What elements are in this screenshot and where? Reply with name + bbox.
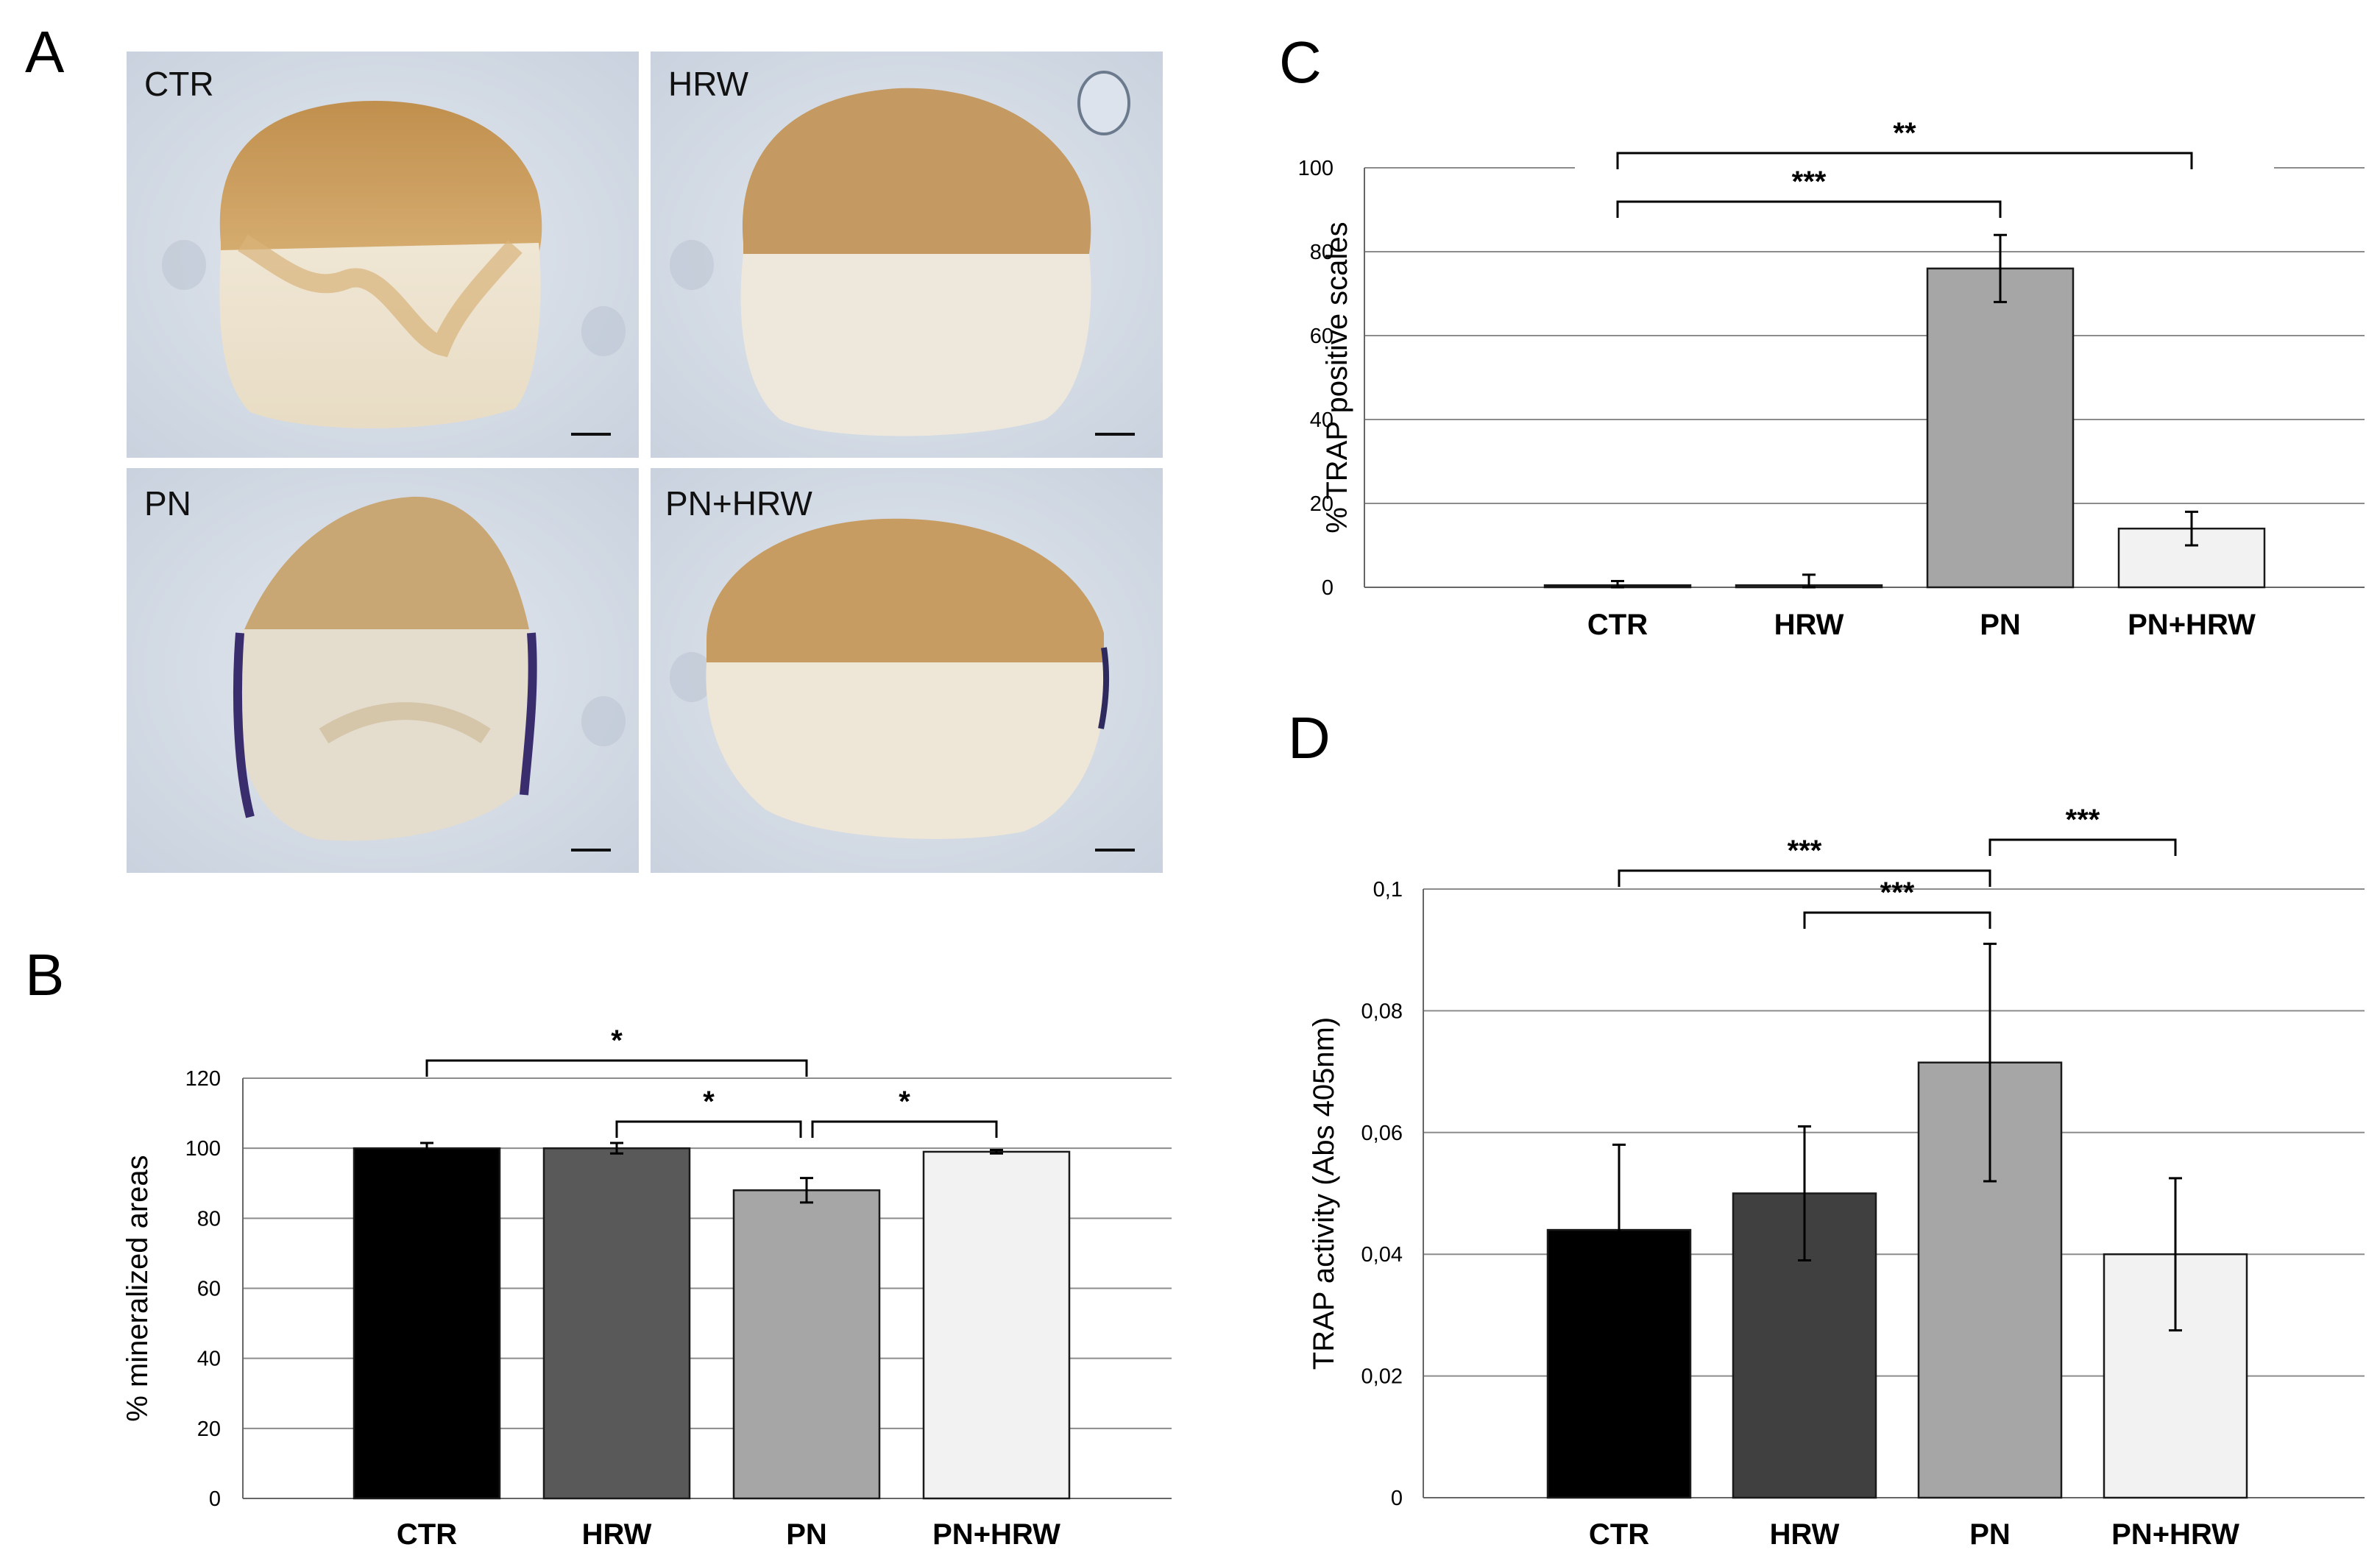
micrograph-label-hrw: HRW: [668, 65, 749, 103]
chart-b-y-tick-label: 0: [209, 1487, 221, 1511]
chart-c-x-tick-label: PN+HRW: [2128, 609, 2256, 641]
chart-b-significance-bracket: [811, 1120, 998, 1138]
chart-c-significance-label: **: [1893, 117, 1916, 149]
chart-c-y-tick-label: 80: [1310, 241, 1334, 264]
chart-b-x-tick-label: HRW: [582, 1518, 652, 1551]
micrograph-pn-hrw: PN+HRW: [651, 468, 1163, 873]
chart-c-y-tick-label: 60: [1310, 325, 1334, 348]
chart-d-y-tick-label: 0: [1391, 1487, 1403, 1510]
chart-d-x-tick-label: HRW: [1770, 1518, 1840, 1551]
chart-c-y-tick-label: 0: [1322, 576, 1334, 600]
chart-c-x-tick-label: PN: [1980, 609, 2021, 641]
panel-letter-b: B: [25, 942, 64, 1008]
chart-b-bar-pn-hrw: [922, 1150, 1071, 1500]
chart-b-significance-label: *: [899, 1086, 910, 1118]
chart-b-significance-label: *: [703, 1086, 715, 1118]
chart-d-y-tick-label: 0,1: [1373, 878, 1403, 902]
chart-c-significance-label: ***: [1792, 166, 1827, 198]
chart-b-significance-bracket: [615, 1120, 802, 1138]
chart-c-significance-bracket: [1616, 152, 2193, 169]
chart-b-y-axis-label: % mineralized areas: [121, 1155, 154, 1421]
chart-d-significance-bracket: [1988, 838, 2177, 856]
chart-d-y-tick-label: 0,04: [1361, 1243, 1403, 1267]
panel-letter-a: A: [25, 19, 65, 85]
chart-c-x-tick-label: CTR: [1587, 609, 1648, 641]
chart-b-x-tick-label: PN+HRW: [932, 1518, 1060, 1551]
chart-b-significance-bracket: [425, 1059, 808, 1077]
micrograph-pn: PN: [127, 468, 639, 873]
micrograph-label-pn-hrw: PN+HRW: [665, 484, 812, 523]
chart-d-significance-label: ***: [1788, 835, 1822, 867]
chart-d-trap-activity: 0 0,02 0,04 0,06 0,08 0,1 TRAP activity (Abs 4…: [1308, 804, 2365, 1551]
chart-c-y-tick-label: 40: [1310, 408, 1334, 432]
chart-d-x-tick-label: PN: [1969, 1518, 2011, 1551]
chart-d-significance-bracket: [1803, 911, 1991, 929]
chart-b-bar-pn: [732, 1189, 881, 1500]
chart-d-y-tick-label: 0,02: [1361, 1365, 1403, 1389]
chart-d-y-tick-label: 0,08: [1361, 999, 1403, 1023]
chart-c-y-tick-label: 20: [1310, 492, 1334, 516]
panel-letter-c: C: [1279, 29, 1322, 95]
chart-b-y-tick-label: 60: [197, 1278, 221, 1301]
chart-c-significance-bracket: [1616, 200, 2002, 218]
chart-b-bar-ctr: [353, 1147, 501, 1500]
chart-b-mineralized-areas: 0 20 40 60 80 100 120 % mineralized areas CTR HRW…: [121, 1024, 1172, 1551]
micrograph-hrw: HRW: [651, 52, 1163, 458]
chart-d-bar-ctr: [1546, 1228, 1692, 1499]
chart-c-y-axis-label: % TRAP positive scales: [1321, 222, 1353, 533]
chart-b-y-tick-label: 80: [197, 1207, 221, 1231]
chart-d-y-tick-label: 0,06: [1361, 1122, 1403, 1145]
panel-letter-d: D: [1288, 705, 1331, 771]
micrograph-ctr: CTR: [127, 52, 639, 458]
chart-d-x-tick-label: PN+HRW: [2111, 1518, 2239, 1551]
chart-b-x-tick-label: PN: [786, 1518, 827, 1551]
chart-b-y-tick-label: 20: [197, 1417, 221, 1441]
chart-c-y-tick-label: 100: [1298, 157, 1334, 180]
chart-d-y-axis-label: TRAP activity (Abs 405nm): [1308, 1017, 1340, 1370]
chart-c-trap-positive-scales: 0 20 40 60 80 100 % TRAP positive scales CTR HRW…: [1298, 117, 2365, 641]
chart-c-x-tick-label: HRW: [1774, 609, 1844, 641]
chart-b-significance-label: *: [611, 1024, 623, 1057]
chart-d-significance-label: ***: [2066, 804, 2100, 836]
chart-b-y-tick-label: 100: [185, 1137, 221, 1161]
micrograph-label-ctr: CTR: [144, 65, 214, 103]
chart-b-x-tick-label: CTR: [397, 1518, 457, 1551]
chart-d-significance-bracket: [1618, 869, 1991, 887]
chart-c-bar-pn: [1926, 267, 2075, 589]
chart-d-significance-label: ***: [1880, 877, 1915, 909]
chart-d-x-tick-label: CTR: [1589, 1518, 1649, 1551]
chart-b-bar-hrw: [542, 1147, 691, 1500]
chart-b-y-tick-label: 40: [197, 1348, 221, 1371]
chart-b-y-tick-label: 120: [185, 1067, 221, 1091]
micrograph-label-pn: PN: [144, 484, 191, 523]
